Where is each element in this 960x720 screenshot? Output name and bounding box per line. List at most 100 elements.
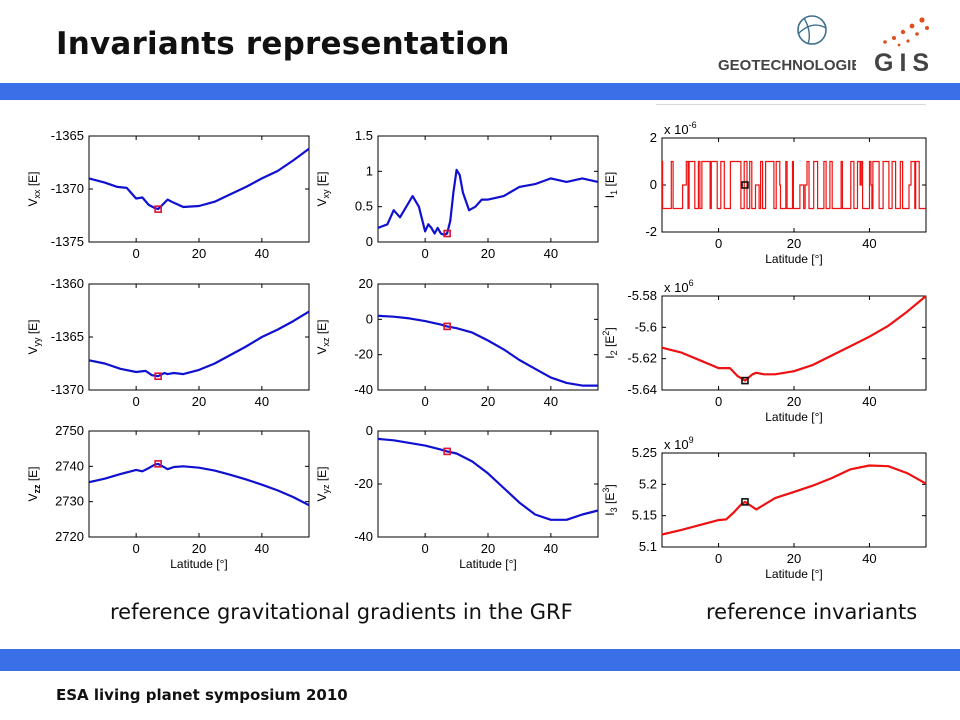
y-tick-label: 0.5 xyxy=(355,199,373,214)
y-tick-label: 0 xyxy=(366,234,373,249)
y-tick-label: -20 xyxy=(354,476,373,491)
position-marker xyxy=(443,447,451,456)
y-tick-label: 5.25 xyxy=(632,445,657,460)
y-tick-label: -1365 xyxy=(51,329,84,344)
y-tick-label: -5.6 xyxy=(635,319,657,334)
footer-band xyxy=(0,649,960,671)
footer-text: ESA living planet symposium 2010 xyxy=(56,686,348,704)
y-tick-label: -40 xyxy=(354,382,373,397)
y-axis-label: Vyz​ [E] xyxy=(315,466,331,501)
series-line xyxy=(88,147,310,211)
x-tick-label: 40 xyxy=(862,551,876,566)
x-tick-label: 40 xyxy=(544,394,558,409)
y-tick-label: 2730 xyxy=(55,494,84,509)
page-title: Invariants representation xyxy=(56,26,510,62)
x-axis-label: Latitude [°] xyxy=(765,567,823,581)
plot-frame xyxy=(88,135,310,243)
y-tick-label: -5.64 xyxy=(627,382,657,397)
x-tick-label: 20 xyxy=(481,394,495,409)
y-axis-label: Vyy​ [E] xyxy=(26,319,42,354)
x-tick-label: 20 xyxy=(192,246,206,261)
y-tick-label: 1 xyxy=(366,163,373,178)
position-marker xyxy=(443,322,451,331)
chart-i2: -5.58 -5.6 -5.62 -5.64 0 20 40 I2​ [E2​] Latitud… xyxy=(601,278,927,424)
x-axis-label: Latitude [°] xyxy=(170,557,228,571)
chart-vxy: 1.5 1 0.5 0 0 20 40 Vxy​ [E] xyxy=(315,128,599,261)
y-axis-label: Vxz​ [E] xyxy=(315,319,331,354)
x-tick-label: 0 xyxy=(422,394,429,409)
x-tick-label: 20 xyxy=(192,394,206,409)
x-tick-label: 40 xyxy=(862,394,876,409)
x-tick-label: 0 xyxy=(133,246,140,261)
chart-vxz: 20 0 -20 -40 0 20 40 Vxz​ [E] xyxy=(315,276,599,409)
series-line xyxy=(377,314,598,387)
y-tick-label: 5.1 xyxy=(639,539,657,554)
plot-frame xyxy=(88,283,310,391)
caption-invariants: reference invariants xyxy=(706,600,918,624)
y-tick-label: 2750 xyxy=(55,423,84,438)
chart-vyy: -1360 -1365 -1370 0 20 40 Vyy​ [E] xyxy=(26,276,310,409)
x-tick-label: 0 xyxy=(422,246,429,261)
header-band xyxy=(0,83,960,100)
caption-gradients: reference gravitational gradients in the… xyxy=(110,600,573,624)
y-tick-label: 0 xyxy=(366,423,373,438)
right-panel-separator xyxy=(656,104,926,105)
x-tick-label: 40 xyxy=(255,246,269,261)
series-line xyxy=(661,295,927,382)
x-tick-label: 40 xyxy=(862,236,876,251)
y-axis-label: Vxy​ [E] xyxy=(315,171,331,206)
x-tick-label: 20 xyxy=(787,551,801,566)
x-tick-label: 40 xyxy=(544,246,558,261)
y-axis-label: Vxx​ [E] xyxy=(26,171,42,206)
position-marker xyxy=(154,205,162,213)
plot-frame xyxy=(377,283,599,391)
y-tick-label: 0 xyxy=(366,311,373,326)
y-tick-label: 2740 xyxy=(55,458,84,473)
position-marker xyxy=(154,460,162,468)
plot-frame xyxy=(661,452,927,548)
y-tick-label: -1370 xyxy=(51,181,84,196)
x-tick-label: 0 xyxy=(715,236,722,251)
position-marker xyxy=(741,498,749,506)
y-axis-label: Vzz​ [E] xyxy=(26,466,42,501)
plot-frame xyxy=(88,430,310,538)
scale-note: x 109 xyxy=(664,435,694,452)
y-tick-label: 5.2 xyxy=(639,476,657,491)
geotechnologien-logo: GEOTECHNOLOGIEN xyxy=(716,14,872,76)
scale-note: x 106 xyxy=(664,278,694,295)
y-tick-label: 2 xyxy=(650,130,657,145)
y-tick-label: 2720 xyxy=(55,529,84,544)
plot-frame xyxy=(377,135,599,243)
scale-note: x 10-6 xyxy=(664,120,697,137)
position-marker xyxy=(154,372,162,381)
chart-vxx: -1365 -1370 -1375 0 20 40 Vxx​ [E] xyxy=(26,128,310,261)
series-line xyxy=(88,310,310,378)
series-line xyxy=(377,437,599,521)
plot-frame xyxy=(661,295,927,391)
x-tick-label: 40 xyxy=(255,394,269,409)
plot-frame xyxy=(377,430,599,538)
y-tick-label: 5.15 xyxy=(632,508,657,523)
y-tick-label: -20 xyxy=(354,347,373,362)
gis-logo-text: GIS xyxy=(874,49,935,76)
y-axis-label: I3​ [E3​] xyxy=(601,484,619,515)
x-axis-label: Latitude [°] xyxy=(765,252,823,266)
y-tick-label: -5.58 xyxy=(627,288,657,303)
x-tick-label: 40 xyxy=(255,541,269,556)
x-tick-label: 20 xyxy=(787,394,801,409)
chart-i3: 5.25 5.2 5.15 5.1 0 20 40 I3​ [E3​] Latitude [°]… xyxy=(601,435,927,581)
y-tick-label: 20 xyxy=(359,276,373,291)
chart-vzz: 2750 2740 2730 2720 0 20 40 Vzz​ [E] Latitude [°… xyxy=(26,423,310,571)
y-tick-label: 1.5 xyxy=(355,128,373,143)
position-marker xyxy=(741,181,749,189)
x-tick-label: 0 xyxy=(422,541,429,556)
x-axis-label: Latitude [°] xyxy=(459,557,517,571)
x-axis-label: Latitude [°] xyxy=(765,410,823,424)
position-marker xyxy=(741,376,749,385)
chart-vyz: 0 -20 -40 0 20 40 Vyz​ [E] Latitude [°] xyxy=(315,423,599,571)
x-tick-label: 20 xyxy=(481,246,495,261)
y-axis-label: I2​ [E2​] xyxy=(601,327,619,358)
series-line xyxy=(377,168,599,236)
geotechnologien-logo-text: GEOTECHNOLOGIEN xyxy=(718,57,856,74)
